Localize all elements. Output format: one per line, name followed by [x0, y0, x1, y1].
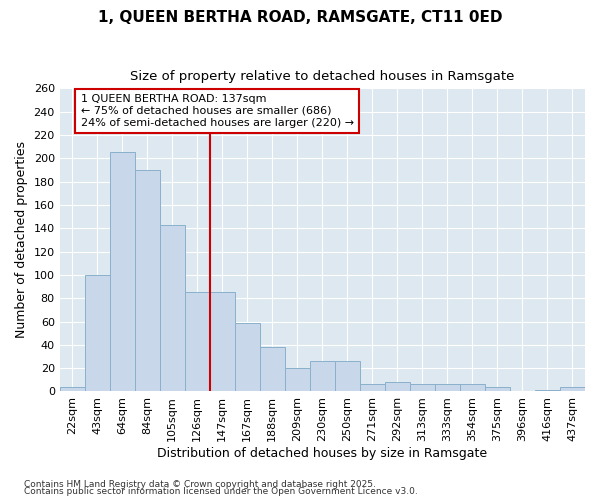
Bar — [59, 387, 85, 392]
Y-axis label: Number of detached properties: Number of detached properties — [15, 142, 28, 338]
Bar — [135, 170, 160, 392]
Bar — [460, 384, 485, 392]
Bar — [235, 322, 260, 392]
Title: Size of property relative to detached houses in Ramsgate: Size of property relative to detached ho… — [130, 70, 515, 83]
Text: Contains public sector information licensed under the Open Government Licence v3: Contains public sector information licen… — [24, 487, 418, 496]
X-axis label: Distribution of detached houses by size in Ramsgate: Distribution of detached houses by size … — [157, 447, 487, 460]
Bar — [435, 384, 460, 392]
Bar — [85, 275, 110, 392]
Bar — [385, 382, 410, 392]
Bar — [560, 387, 585, 392]
Bar — [310, 361, 335, 392]
Bar — [210, 292, 235, 392]
Text: 1 QUEEN BERTHA ROAD: 137sqm
← 75% of detached houses are smaller (686)
24% of se: 1 QUEEN BERTHA ROAD: 137sqm ← 75% of det… — [80, 94, 354, 128]
Bar — [360, 384, 385, 392]
Bar — [535, 390, 560, 392]
Bar — [410, 384, 435, 392]
Bar — [485, 387, 510, 392]
Bar — [160, 224, 185, 392]
Bar — [110, 152, 135, 392]
Text: Contains HM Land Registry data © Crown copyright and database right 2025.: Contains HM Land Registry data © Crown c… — [24, 480, 376, 489]
Bar — [335, 361, 360, 392]
Bar — [185, 292, 210, 392]
Bar — [260, 347, 285, 392]
Bar — [285, 368, 310, 392]
Text: 1, QUEEN BERTHA ROAD, RAMSGATE, CT11 0ED: 1, QUEEN BERTHA ROAD, RAMSGATE, CT11 0ED — [98, 10, 502, 25]
